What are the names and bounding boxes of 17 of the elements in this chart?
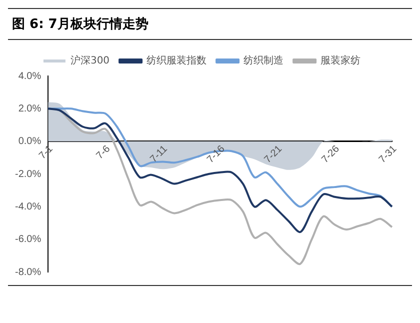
x-tick-label: 7-26 xyxy=(320,143,342,166)
y-tick-label: 4.0% xyxy=(18,70,42,82)
x-tick-label: 7-16 xyxy=(205,143,228,166)
legend-label: 沪深300 xyxy=(70,54,110,67)
x-tick-label: 7-31 xyxy=(377,143,400,166)
legend-label: 纺织制造 xyxy=(244,54,284,67)
x-tick-label: 7-6 xyxy=(94,143,113,162)
legend-label: 纺织服装指数 xyxy=(146,54,207,67)
legend-label: 服装家纺 xyxy=(320,54,361,67)
y-tick-label: -8.0% xyxy=(15,266,42,278)
y-tick-label: -6.0% xyxy=(15,234,42,246)
chart-title: 图 6: 7月板块行情走势 xyxy=(8,8,412,40)
y-tick-label: 2.0% xyxy=(18,103,42,114)
x-tick-label: 7-11 xyxy=(148,143,170,166)
y-tick-label: -4.0% xyxy=(15,201,42,212)
x-tick-label: 7-21 xyxy=(262,143,285,166)
y-tick-label: -2.0% xyxy=(15,168,42,180)
